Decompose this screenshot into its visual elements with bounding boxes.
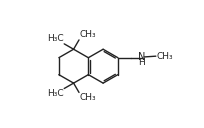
Text: CH₃: CH₃ xyxy=(79,30,96,39)
Text: H₃C: H₃C xyxy=(47,34,63,43)
Text: N: N xyxy=(137,52,145,62)
Text: CH₃: CH₃ xyxy=(156,52,172,61)
Text: H₃C: H₃C xyxy=(47,89,63,98)
Text: CH₃: CH₃ xyxy=(79,93,96,102)
Text: H: H xyxy=(138,58,145,67)
